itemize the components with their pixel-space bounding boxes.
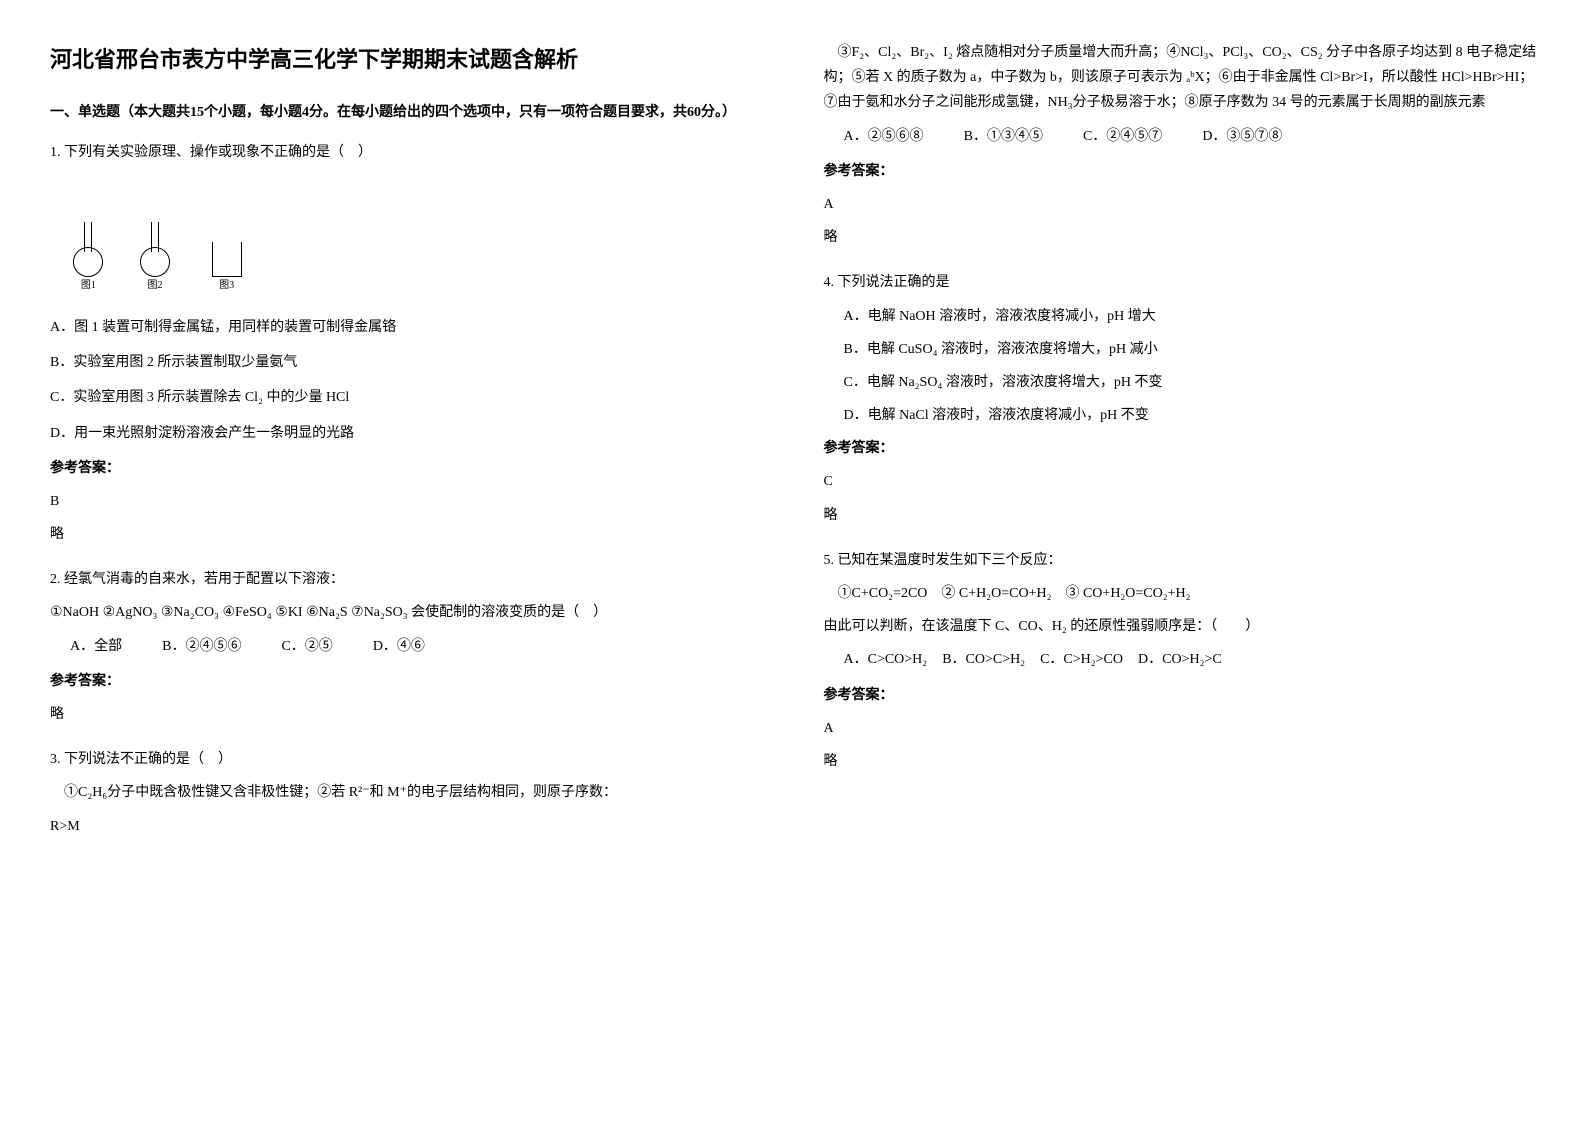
q2-option-b: B．②④⑤⑥ xyxy=(162,634,241,659)
q2-options: A．全部 B．②④⑤⑥ C．②⑤ D．④⑥ xyxy=(70,634,764,659)
q1-stem: 1. 下列有关实验原理、操作或现象不正确的是（ ） xyxy=(50,140,764,165)
left-column: 河北省邢台市表方中学高三化学下学期期末试题含解析 一、单选题（本大题共15个小题… xyxy=(50,40,764,859)
fig2-label: 图2 xyxy=(147,277,162,295)
q5-option-d: D．CO>H₂>C xyxy=(1138,647,1222,672)
q5-stem2: 由此可以判断，在该温度下 C、CO、H₂ 的还原性强弱顺序是：（ ） xyxy=(824,614,1538,639)
page-title: 河北省邢台市表方中学高三化学下学期期末试题含解析 xyxy=(50,40,764,80)
q4-note: 略 xyxy=(824,503,1538,528)
q5-note: 略 xyxy=(824,749,1538,774)
q5-option-c: C．C>H₂>CO xyxy=(1040,647,1123,672)
q2-note: 略 xyxy=(50,702,764,727)
section-header: 一、单选题（本大题共15个小题，每小题4分。在每小题给出的四个选项中，只有一项符… xyxy=(50,100,764,125)
q3-option-a: A．②⑤⑥⑧ xyxy=(844,124,924,149)
q3-stem3: R>M xyxy=(50,814,764,839)
q2-option-d: D．④⑥ xyxy=(373,634,425,659)
q3-option-c: C．②④⑤⑦ xyxy=(1083,124,1162,149)
question-4: 4. 下列说法正确的是 A．电解 NaOH 溶液时，溶液浓度将减小，pH 增大 … xyxy=(824,270,1538,528)
q2-stem: 2. 经氯气消毒的自来水，若用于配置以下溶液： xyxy=(50,567,764,592)
question-5: 5. 已知在某温度时发生如下三个反应： ①C+CO₂=2CO ② C+H₂O=C… xyxy=(824,548,1538,774)
q4-option-d: D．电解 NaCl 溶液时，溶液浓度将减小，pH 不变 xyxy=(844,403,1538,428)
q3-answer: A xyxy=(824,192,1538,217)
q4-option-a: A．电解 NaOH 溶液时，溶液浓度将减小，pH 增大 xyxy=(844,304,1538,329)
q5-option-b: B．CO>C>H₂ xyxy=(942,647,1025,672)
q2-answer-label: 参考答案： xyxy=(50,669,764,694)
q1-note: 略 xyxy=(50,522,764,547)
q1-answer: B xyxy=(50,489,764,514)
diagram-fig2: 图2 xyxy=(135,217,175,295)
diagram-fig1: 图1 xyxy=(68,217,108,295)
question-2: 2. 经氯气消毒的自来水，若用于配置以下溶液： ①NaOH ②AgNO₃ ③Na… xyxy=(50,567,764,727)
q2-stem2: ①NaOH ②AgNO₃ ③Na₂CO₃ ④FeSO₄ ⑤KI ⑥Na₂S ⑦N… xyxy=(50,600,764,625)
question-3-right: ③F₂、Cl₂、Br₂、I₂ 熔点随相对分子质量增大而升高；④NCl₃、PCl₃… xyxy=(824,40,1538,250)
q3-note: 略 xyxy=(824,225,1538,250)
q4-stem: 4. 下列说法正确的是 xyxy=(824,270,1538,295)
q5-options: A．C>CO>H₂ B．CO>C>H₂ C．C>H₂>CO D．CO>H₂>C xyxy=(844,647,1538,672)
q2-option-c: C．②⑤ xyxy=(281,634,332,659)
q5-eq: ①C+CO₂=2CO ② C+H₂O=CO+H₂ ③ CO+H₂O=CO₂+H₂ xyxy=(824,581,1538,606)
q3-stem: 3. 下列说法不正确的是（ ） xyxy=(50,747,764,772)
q4-answer-label: 参考答案： xyxy=(824,436,1538,461)
q3-options: A．②⑤⑥⑧ B．①③④⑤ C．②④⑤⑦ D．③⑤⑦⑧ xyxy=(844,124,1538,149)
q4-option-b: B．电解 CuSO₄ 溶液时，溶液浓度将增大，pH 减小 xyxy=(844,337,1538,362)
q3-option-d: D．③⑤⑦⑧ xyxy=(1202,124,1282,149)
q3-stem4: ③F₂、Cl₂、Br₂、I₂ 熔点随相对分子质量增大而升高；④NCl₃、PCl₃… xyxy=(824,40,1538,116)
q1-option-b: B．实验室用图 2 所示装置制取少量氨气 xyxy=(50,350,764,375)
q2-option-a: A．全部 xyxy=(70,634,122,659)
fig1-label: 图1 xyxy=(81,277,96,295)
question-1: 1. 下列有关实验原理、操作或现象不正确的是（ ） 图1 图2 xyxy=(50,140,764,548)
q5-answer-label: 参考答案： xyxy=(824,683,1538,708)
diagram-fig3: 图3 xyxy=(202,207,252,295)
q4-answer: C xyxy=(824,469,1538,494)
q5-stem: 5. 已知在某温度时发生如下三个反应： xyxy=(824,548,1538,573)
q1-diagram: 图1 图2 图3 xyxy=(50,180,270,300)
q3-answer-label: 参考答案： xyxy=(824,159,1538,184)
q1-option-d: D．用一束光照射淀粉溶液会产生一条明显的光路 xyxy=(50,421,764,446)
question-3-left: 3. 下列说法不正确的是（ ） ①C₂H₆分子中既含极性键又含非极性键；②若 R… xyxy=(50,747,764,839)
q1-option-a: A．图 1 装置可制得金属锰，用同样的装置可制得金属铬 xyxy=(50,315,764,340)
right-column: ③F₂、Cl₂、Br₂、I₂ 熔点随相对分子质量增大而升高；④NCl₃、PCl₃… xyxy=(824,40,1538,859)
q3-option-b: B．①③④⑤ xyxy=(964,124,1043,149)
q5-option-a: A．C>CO>H₂ xyxy=(844,647,928,672)
q5-answer: A xyxy=(824,716,1538,741)
fig3-label: 图3 xyxy=(219,277,234,295)
q1-answer-label: 参考答案： xyxy=(50,456,764,481)
q4-option-c: C．电解 Na₂SO₄ 溶液时，溶液浓度将增大，pH 不变 xyxy=(844,370,1538,395)
q1-option-c: C．实验室用图 3 所示装置除去 Cl₂ 中的少量 HCl xyxy=(50,385,764,410)
q3-stem2: ①C₂H₆分子中既含极性键又含非极性键；②若 R²⁻和 M⁺的电子层结构相同，则… xyxy=(50,780,764,805)
